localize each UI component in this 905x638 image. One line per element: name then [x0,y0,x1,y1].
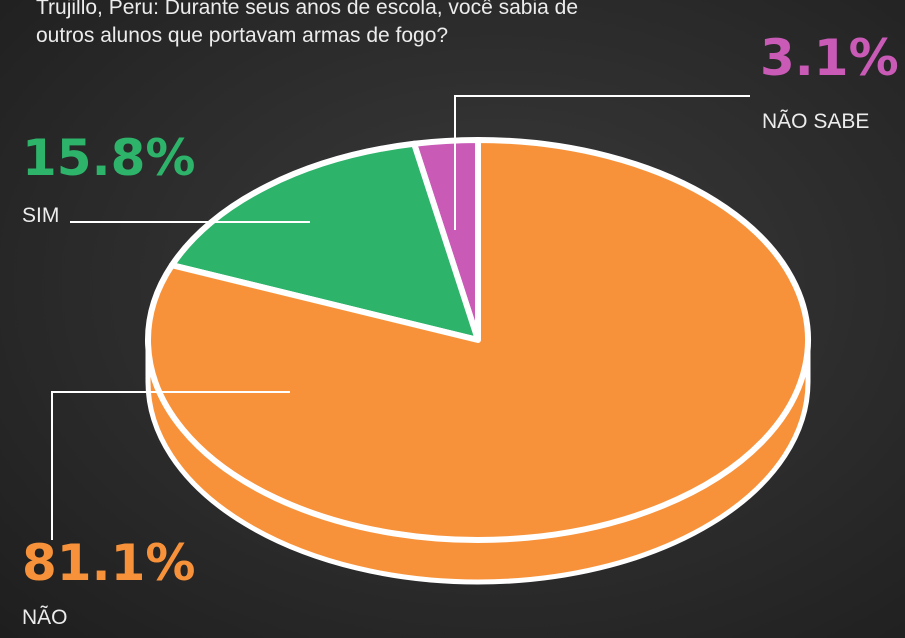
pie-slice [145,137,811,543]
value-label: 15.8% [22,129,195,187]
category-label: SIM [22,204,59,227]
pie-slice [168,140,481,343]
category-label: NÃO SABE [762,109,869,133]
value-label: 81.1% [22,534,195,592]
category-label: NÃO [22,605,68,629]
chart-title: Trujillo, Peru: Durante seus anos de esc… [36,0,579,47]
leader-line [454,95,750,230]
leader-line [51,391,290,540]
value-label: 3.1% [760,29,899,87]
